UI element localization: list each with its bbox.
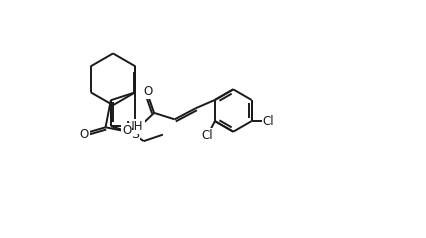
Text: Cl: Cl (202, 129, 213, 142)
Text: Cl: Cl (262, 115, 274, 128)
Text: NH: NH (126, 120, 144, 133)
Text: O: O (144, 85, 153, 98)
Text: S: S (132, 128, 139, 141)
Text: O: O (80, 128, 89, 141)
Text: O: O (122, 124, 131, 137)
